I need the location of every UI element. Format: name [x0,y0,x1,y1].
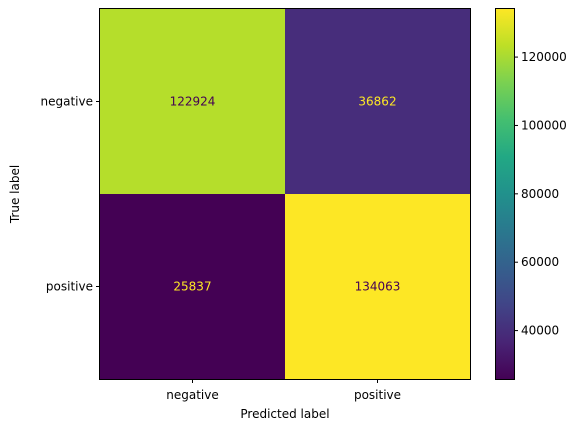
colorbar-tick-label: 80000 [521,187,559,201]
cell-value-label: 25837 [173,280,211,294]
colorbar-tick-label: 60000 [521,255,559,269]
plot-frame [99,8,471,380]
colorbar-tick-label: 120000 [521,50,567,64]
y-tick-label: positive [46,280,93,294]
colorbar-tick-label: 40000 [521,324,559,338]
heatmap-cell-positive-negative [100,194,285,379]
colorbar-tick-label: 100000 [521,118,567,132]
x-axis-ticks: negative positive [166,379,401,402]
y-tick-label: negative [41,95,93,109]
heatmap-cell-positive-positive [285,194,470,379]
colorbar-ticks: 40000 60000 80000 100000 120000 [514,50,567,338]
x-tick-label: positive [354,388,401,402]
heatmap-cell-negative-positive [285,9,470,194]
cell-value-label: 36862 [358,95,396,109]
cell-value-labels: 122924 36862 25837 134063 [170,95,401,294]
colorbar [495,8,515,380]
cell-value-label: 122924 [170,95,216,109]
cell-value-label: 134063 [355,280,401,294]
heatmap-cells [100,9,470,379]
x-tick-label: negative [166,388,218,402]
y-axis-label: True label [8,165,22,224]
heatmap-cell-negative-negative [100,9,285,194]
y-axis-ticks: negative positive [41,95,100,294]
x-axis-label: Predicted label [240,407,329,421]
